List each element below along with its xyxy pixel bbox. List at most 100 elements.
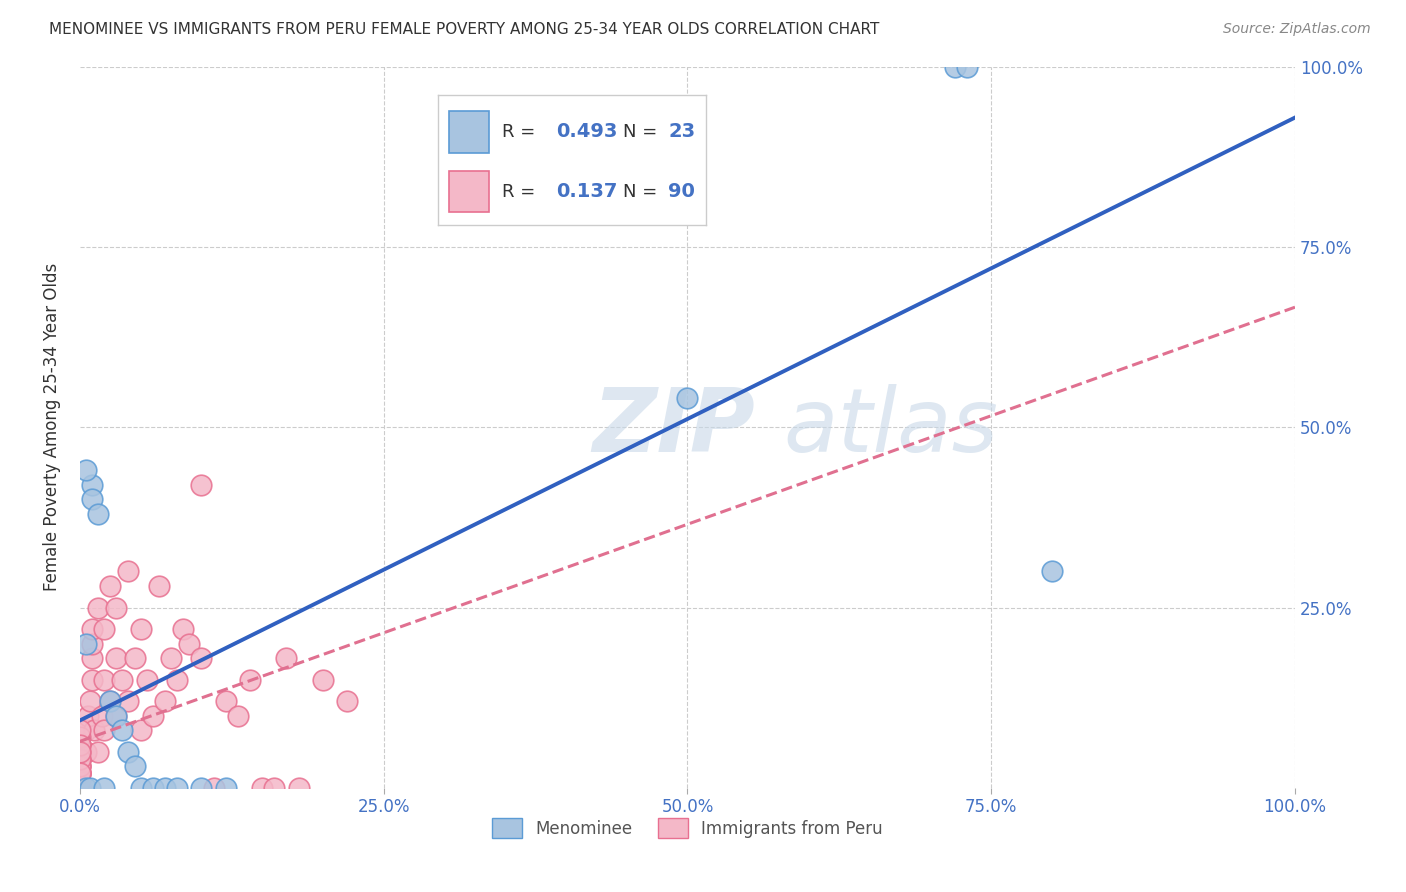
Point [105,708,128,723]
Point [69,752,91,766]
Point [69,780,91,795]
Point [190,478,212,492]
Point [80,622,103,636]
Point [69,773,91,788]
Legend: Menominee, Immigrants from Peru: Menominee, Immigrants from Peru [485,812,890,845]
Point [117,565,139,579]
Point [69,752,91,766]
Point [142,708,165,723]
Point [956,60,979,74]
Point [190,651,212,665]
Point [172,622,194,636]
Point [263,780,285,795]
Point [69,780,91,795]
Point [69,780,91,795]
Point [93,780,115,795]
Point [179,637,201,651]
Point [90,708,112,723]
Point [93,622,115,636]
Point [80,478,103,492]
Text: Source: ZipAtlas.com: Source: ZipAtlas.com [1223,22,1371,37]
Point [69,766,91,780]
Point [69,780,91,795]
Point [943,60,966,74]
Point [69,780,91,795]
Point [166,780,188,795]
Point [69,759,91,773]
Point [142,780,165,795]
Point [69,752,91,766]
Point [215,694,238,708]
Point [129,622,152,636]
Point [336,694,359,708]
Point [93,673,115,687]
Point [75,745,97,759]
Point [69,766,91,780]
Point [287,780,309,795]
Point [160,651,183,665]
Point [69,780,91,795]
Point [69,745,91,759]
Point [202,780,225,795]
Point [69,780,91,795]
Point [83,723,105,738]
Point [69,759,91,773]
Point [69,780,91,795]
Text: ZIP: ZIP [593,384,755,471]
Point [69,766,91,780]
Point [117,694,139,708]
Point [93,723,115,738]
Point [69,780,91,795]
Point [79,780,101,795]
Point [105,651,128,665]
Point [87,745,110,759]
Point [69,745,91,759]
Point [69,738,91,752]
Point [69,766,91,780]
Point [75,723,97,738]
Point [129,780,152,795]
Point [124,651,146,665]
Point [69,780,91,795]
Point [69,780,91,795]
Y-axis label: Female Poverty Among 25-34 Year Olds: Female Poverty Among 25-34 Year Olds [44,263,60,591]
Point [69,766,91,780]
Point [69,780,91,795]
Point [105,708,128,723]
Point [80,492,103,507]
Point [124,759,146,773]
Point [69,780,91,795]
Point [153,694,176,708]
Point [80,637,103,651]
Point [98,694,121,708]
Point [69,780,91,795]
Point [276,651,298,665]
Point [69,780,91,795]
Point [312,673,335,687]
Point [87,600,110,615]
Point [69,731,91,745]
Point [75,463,97,477]
Point [69,780,91,795]
Point [75,780,97,795]
Point [69,780,91,795]
Point [250,780,273,795]
Point [98,579,121,593]
Point [105,600,128,615]
Point [117,745,139,759]
Point [69,780,91,795]
Point [148,579,170,593]
Point [69,723,91,738]
Point [69,780,91,795]
Point [69,759,91,773]
Point [69,780,91,795]
Point [111,673,134,687]
Point [153,780,176,795]
Point [226,708,249,723]
Point [80,651,103,665]
Point [79,694,101,708]
Point [1040,565,1063,579]
Point [69,745,91,759]
Point [166,673,188,687]
Point [69,780,91,795]
